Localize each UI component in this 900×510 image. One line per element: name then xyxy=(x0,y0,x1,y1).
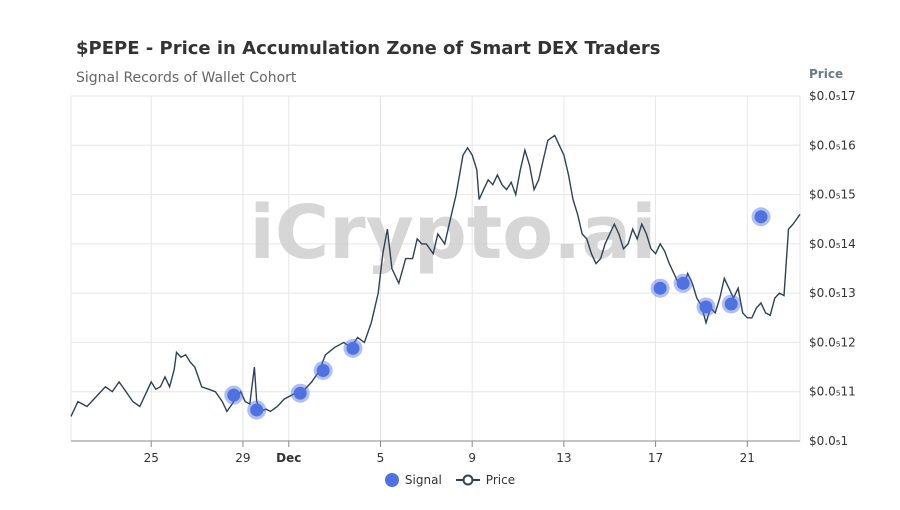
y-axis: $0.0₅1 $0.0₅11 $0.0₅12 $0.0₅13 $0.0₅14 $0.0₅1… xyxy=(809,89,856,448)
signal-point[interactable] xyxy=(346,341,360,355)
signal-point[interactable] xyxy=(724,297,738,311)
x-tick-label: 13 xyxy=(556,451,571,465)
signal-point[interactable] xyxy=(676,276,690,290)
legend-signal-label: Signal xyxy=(404,473,442,487)
x-tick-label: 25 xyxy=(144,451,159,465)
y-tick-label: $0.0₅11 xyxy=(809,385,856,399)
signal-point[interactable] xyxy=(653,281,667,295)
y-tick-label: $0.0₅1 xyxy=(809,434,848,448)
y-tick-label: $0.0₅14 xyxy=(809,237,856,251)
watermark: iCrypto.ai xyxy=(250,190,657,276)
y-tick-label: $0.0₅13 xyxy=(809,286,856,300)
x-tick-label: Dec xyxy=(276,451,301,465)
y-tick-label: $0.0₅12 xyxy=(809,335,856,349)
x-tick-label: 5 xyxy=(377,451,385,465)
x-tick-label: 9 xyxy=(468,451,476,465)
legend-price-label: Price xyxy=(485,473,516,487)
chart-subtitle: Signal Records of Wallet Cohort xyxy=(76,70,297,86)
signal-point[interactable] xyxy=(699,300,713,314)
signal-legend-icon xyxy=(384,473,399,487)
signal-markers xyxy=(224,207,771,420)
signal-point[interactable] xyxy=(754,210,768,224)
legend-price[interactable]: Price xyxy=(455,473,516,487)
signal-point[interactable] xyxy=(250,403,264,417)
y-tick-label: $0.0₅16 xyxy=(809,138,856,152)
x-tick-label: 21 xyxy=(740,451,755,465)
y-tick-label: $0.0₅15 xyxy=(809,188,856,202)
y-axis-title: Price xyxy=(809,67,844,81)
chart-title: $PEPE - Price in Accumulation Zone of Sm… xyxy=(76,38,661,59)
signal-point[interactable] xyxy=(316,364,330,378)
legend-signal[interactable]: Signal xyxy=(384,473,442,487)
signal-point[interactable] xyxy=(227,388,241,402)
price-legend-icon xyxy=(455,474,480,486)
signal-point[interactable] xyxy=(293,386,307,400)
x-tick-label: 29 xyxy=(235,451,250,465)
legend: Signal Price xyxy=(0,473,900,487)
y-tick-label: $0.0₅17 xyxy=(809,89,856,103)
x-tick-label: 17 xyxy=(648,451,663,465)
price-line[interactable] xyxy=(70,134,801,417)
x-axis: 25 29 Dec 5 9 13 17 21 xyxy=(71,440,800,465)
